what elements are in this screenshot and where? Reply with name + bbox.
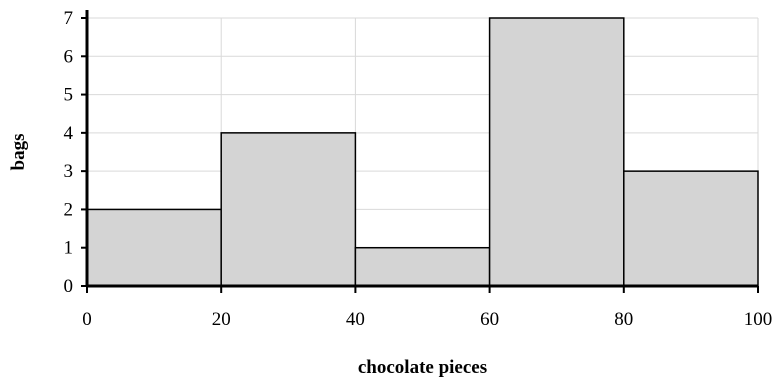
x-ticks: 0 20 40 60 80 100 [82,286,772,330]
y-tick-label-4: 4 [64,123,74,144]
bar-2 [354,246,491,287]
y-tick-label-7: 7 [64,8,74,29]
y-tick-label-0: 0 [64,276,74,297]
x-tick-label-4: 80 [614,309,633,330]
x-tick-label-5: 100 [744,309,773,330]
bars [86,17,759,287]
y-tick-label-6: 6 [64,46,74,67]
y-tick-label-2: 2 [64,199,74,220]
y-tick-label-3: 3 [64,161,74,182]
bar-0 [86,208,222,287]
x-tick-label-3: 60 [480,309,499,330]
bar-1 [220,132,357,287]
y-tick-label-5: 5 [64,85,74,106]
x-axis-title: chocolate pieces [358,357,487,378]
bar-4 [623,170,759,287]
y-tick-label-1: 1 [64,238,74,259]
x-tick-label-2: 40 [346,309,365,330]
x-tick-label-1: 20 [212,309,231,330]
y-axis-title: bags [8,134,29,171]
x-tick-label-0: 0 [82,309,92,330]
y-ticks: 0 1 2 3 4 5 6 7 [64,8,87,297]
bar-3 [488,17,625,287]
